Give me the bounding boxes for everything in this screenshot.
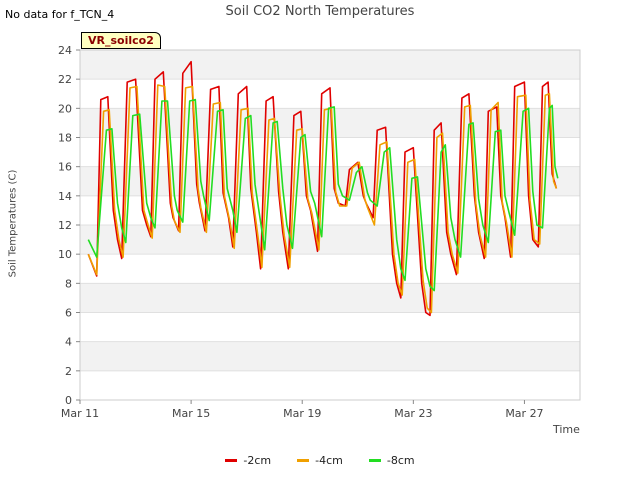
y-tick-label: 24 xyxy=(58,44,72,57)
y-tick-label: 6 xyxy=(65,307,72,320)
plot-background-bands xyxy=(80,50,580,400)
y-tick-label: 8 xyxy=(65,277,72,290)
y-tick-label: 20 xyxy=(58,102,72,115)
plot-band xyxy=(80,341,580,371)
series-line-minus-2cm xyxy=(87,60,558,317)
y-axis-label: Soil Temperatures (C) xyxy=(7,169,19,278)
legend-swatch-4cm xyxy=(297,459,310,462)
y-tick-label: 10 xyxy=(58,248,72,261)
x-axis-label: Time xyxy=(553,423,580,436)
chart-title: Soil CO2 North Temperatures xyxy=(225,4,415,19)
legend-label-8cm: -8cm xyxy=(386,454,415,467)
x-tick-label: Mar 11 xyxy=(61,407,99,420)
legend-item-2cm: -2cm xyxy=(225,454,271,467)
y-tick-label: 18 xyxy=(58,132,72,145)
legend-item-8cm: -8cm xyxy=(368,454,415,467)
x-tick-label: Mar 27 xyxy=(505,407,543,420)
y-tick-label: 14 xyxy=(58,190,72,203)
no-data-notice: No data for f_TCN_4 xyxy=(5,8,115,21)
y-tick-label: 12 xyxy=(58,219,72,232)
y-tick-label: 0 xyxy=(65,394,72,407)
series-line-minus-8cm xyxy=(87,98,559,292)
legend-label-4cm: -4cm xyxy=(315,454,343,467)
plot-band xyxy=(80,137,580,167)
y-tick-label: 2 xyxy=(65,365,72,378)
x-tick-label: Mar 23 xyxy=(394,407,432,420)
plot-band xyxy=(80,195,580,225)
plot-band xyxy=(80,312,580,342)
plot-band xyxy=(80,283,580,313)
plot-band xyxy=(80,108,580,138)
legend-item-4cm: -4cm xyxy=(297,454,343,467)
y-tick-label: 16 xyxy=(58,161,72,174)
legend-label-2cm: -2cm xyxy=(243,454,272,467)
y-tick-label: 22 xyxy=(58,73,72,86)
plot-band xyxy=(80,254,580,284)
y-tick-label: 4 xyxy=(65,336,72,349)
legend-swatch-8cm xyxy=(368,459,381,462)
legend-swatch-2cm xyxy=(225,459,238,462)
series-lines xyxy=(87,60,559,317)
plot-band xyxy=(80,225,580,255)
legend: -2cm -4cm -8cm xyxy=(0,454,640,467)
x-tick-label: Mar 15 xyxy=(172,407,210,420)
site-badge: VR_soilco2 xyxy=(81,32,161,49)
x-axis: Mar 11 Mar 15 Mar 19 Mar 23 Mar 27 xyxy=(61,400,544,420)
plot-band xyxy=(80,50,580,80)
plot-band xyxy=(80,166,580,196)
x-tick-label: Mar 19 xyxy=(283,407,321,420)
plot-band xyxy=(80,370,580,400)
